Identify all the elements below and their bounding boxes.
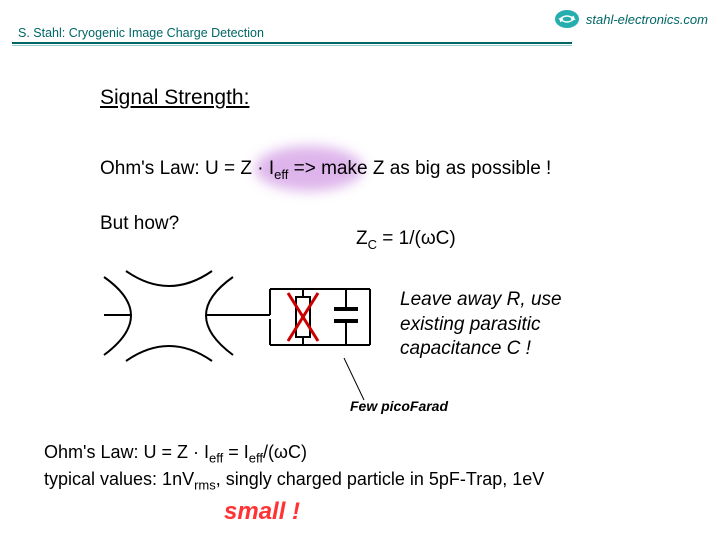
few-picofarad-label: Few picoFarad: [350, 398, 448, 414]
zc-equation: ZC = 1/(ωC): [356, 228, 456, 252]
o2-d: eff: [249, 451, 263, 466]
leave-away-text: Leave away R, use existing parasitic cap…: [400, 288, 562, 362]
o2-b: eff: [209, 451, 223, 466]
o2-2b: rms: [194, 478, 216, 493]
circuit-diagram: [98, 263, 378, 378]
ohms-sub: eff: [274, 167, 288, 182]
leave-away-l3: capacitance C !: [400, 338, 531, 359]
leave-away-l2: existing parasitic: [400, 314, 540, 335]
ohms-law-line: Ohm's Law: U = Z · Ieff => make Z as big…: [100, 158, 551, 182]
logo-text: stahl-electronics.com: [586, 12, 708, 27]
ohms-law-summary: Ohm's Law: U = Z · Ieff = Ieff/(ωC) typi…: [44, 440, 544, 494]
zc-post: = 1/(ωC): [377, 228, 456, 249]
zc-sub: C: [368, 237, 377, 252]
small-exclaim: small !: [224, 498, 300, 526]
header-text: S. Stahl: Cryogenic Image Charge Detecti…: [18, 26, 264, 40]
ohms-post: => make Z as big as possible !: [288, 158, 551, 179]
section-title: Signal Strength:: [100, 86, 249, 110]
o2-e: /(ωC): [263, 442, 307, 462]
logo-icon: [554, 6, 580, 32]
ohms-pre: Ohm's Law: U = Z · I: [100, 158, 274, 179]
logo: stahl-electronics.com: [554, 6, 708, 32]
header-rule: [12, 42, 572, 44]
o2-2a: typical values: 1nV: [44, 469, 194, 489]
header-rule-light: [12, 45, 572, 46]
o2-c: = I: [223, 442, 249, 462]
but-how-text: But how?: [100, 213, 179, 235]
pointer-line: [340, 354, 380, 404]
o2-2c: , singly charged particle in 5pF-Trap, 1…: [216, 469, 545, 489]
o2-a: Ohm's Law: U = Z · I: [44, 442, 209, 462]
leave-away-l1: Leave away R, use: [400, 289, 562, 310]
zc-pre: Z: [356, 228, 368, 249]
